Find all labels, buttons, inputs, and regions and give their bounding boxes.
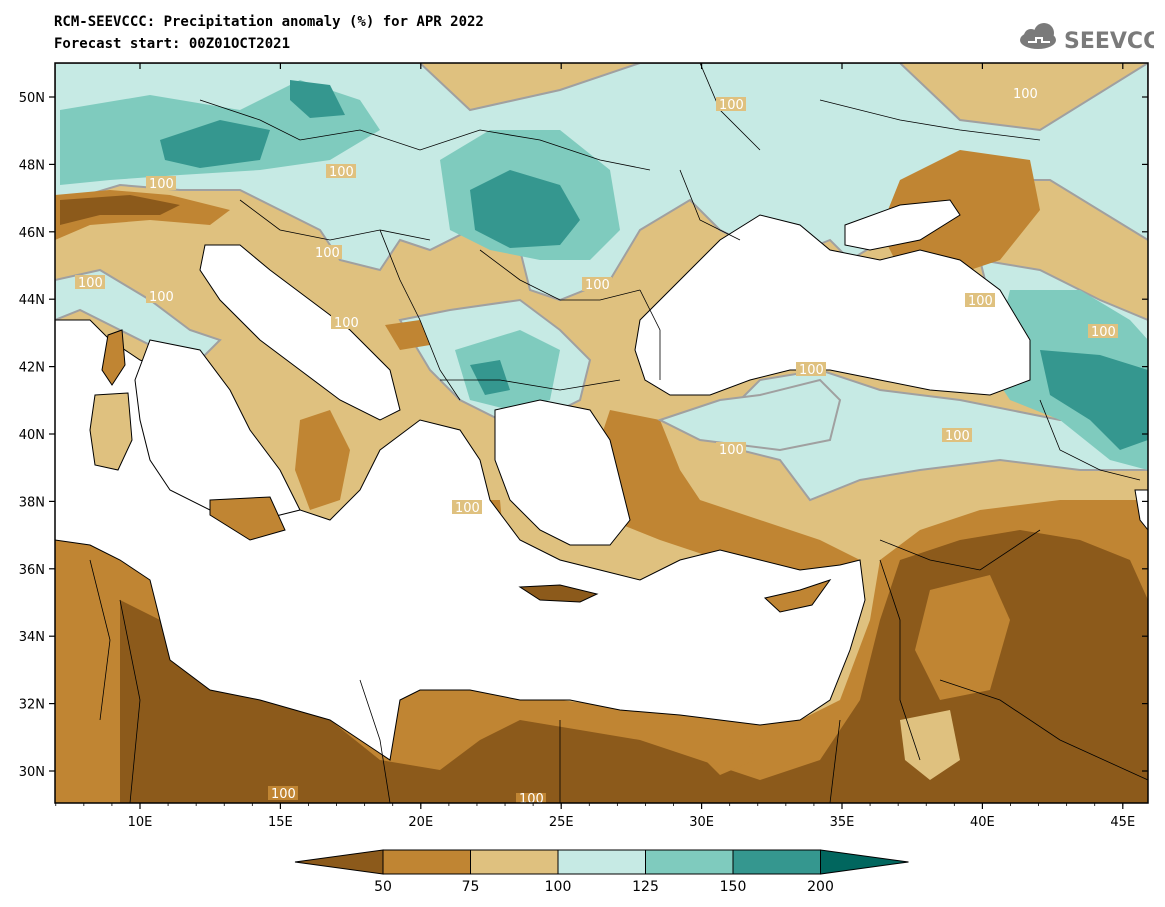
colorbar-label: 200 [807, 879, 834, 895]
lat-label: 30N [19, 765, 45, 780]
lat-label: 44N [19, 293, 45, 308]
contour-label: 100 [149, 177, 174, 192]
sardinia [89, 392, 133, 471]
colorbar: 50 75 100 125 150 200 [294, 849, 909, 895]
band-below-50 [60, 195, 1148, 803]
longitude-axis: 10E 15E 20E 25E 30E 35E 40E 45E [55, 63, 1135, 830]
contour-label: 100 [799, 363, 824, 378]
black-sea [634, 214, 1031, 396]
latitude-axis: 50N 48N 46N 44N 42N 40N 38N 36N 34N 32N 30N [19, 91, 1148, 780]
lat-label: 38N [19, 495, 45, 510]
contour-label: 100 [1091, 325, 1116, 340]
colorbar-label: 75 [462, 879, 480, 895]
forecast-start-subtitle: Forecast start: 00Z01OCT2021 [54, 36, 291, 52]
corsica [101, 329, 126, 386]
lat-label: 42N [19, 361, 45, 376]
anomaly-field: 100 100 100 100 100 100 100 100 100 100 … [55, 63, 1148, 807]
lat-label: 48N [19, 158, 45, 173]
sea-mask [55, 199, 1148, 761]
lat-label: 34N [19, 630, 45, 645]
cloud-icon [1020, 23, 1056, 49]
lon-label: 15E [268, 815, 293, 830]
contour-label: 100 [968, 294, 993, 309]
lon-label: 20E [408, 815, 433, 830]
lat-label: 50N [19, 91, 45, 106]
logo-text: SEEVCCC [1064, 29, 1154, 54]
colorbar-label: 125 [632, 879, 659, 895]
colorbar-underflow [294, 849, 384, 875]
lat-label: 36N [19, 563, 45, 578]
contour-labels: 100 100 100 100 100 100 100 100 100 100 … [75, 86, 1118, 807]
mediterranean-sea [55, 319, 866, 761]
lon-label: 10E [128, 815, 153, 830]
colorbar-segment [732, 849, 821, 875]
lon-label: 30E [689, 815, 714, 830]
map-frame [54, 62, 1149, 804]
contour-label: 100 [1013, 87, 1038, 102]
lon-label: 45E [1110, 815, 1135, 830]
colorbar-segment [470, 849, 559, 875]
contour-label: 100 [719, 98, 744, 113]
crete [518, 584, 599, 603]
colorbar-segment [382, 849, 471, 875]
map-title: RCM-SEEVCCC: Precipitation anomaly (%) f… [54, 14, 484, 30]
cyprus [763, 579, 832, 613]
colorbar-segment [557, 849, 646, 875]
contour-label: 100 [945, 429, 970, 444]
contour-label: 100 [455, 501, 480, 516]
contour-label: 100 [78, 276, 103, 291]
contour-label: 100 [585, 278, 610, 293]
lat-label: 40N [19, 428, 45, 443]
lat-label: 46N [19, 226, 45, 241]
islands [89, 329, 832, 613]
contour-label: 100 [334, 316, 359, 331]
colorbar-segment [645, 849, 734, 875]
colorbar-overflow [820, 849, 909, 875]
lat-label: 32N [19, 698, 45, 713]
lon-label: 25E [549, 815, 574, 830]
colorbar-label: 50 [374, 879, 392, 895]
contour-label: 100 [149, 290, 174, 305]
lon-label: 35E [830, 815, 855, 830]
contour-label: 100 [271, 787, 296, 802]
lon-label: 40E [970, 815, 995, 830]
contour-label: 100 [719, 443, 744, 458]
sicily [209, 496, 286, 541]
contour-label: 100 [329, 165, 354, 180]
colorbar-label: 100 [545, 879, 572, 895]
seevccc-logo: SEEVCCC [1020, 23, 1154, 54]
contour-label: 100 [315, 246, 340, 261]
colorbar-label: 150 [720, 879, 747, 895]
contour-label: 100 [519, 792, 544, 807]
